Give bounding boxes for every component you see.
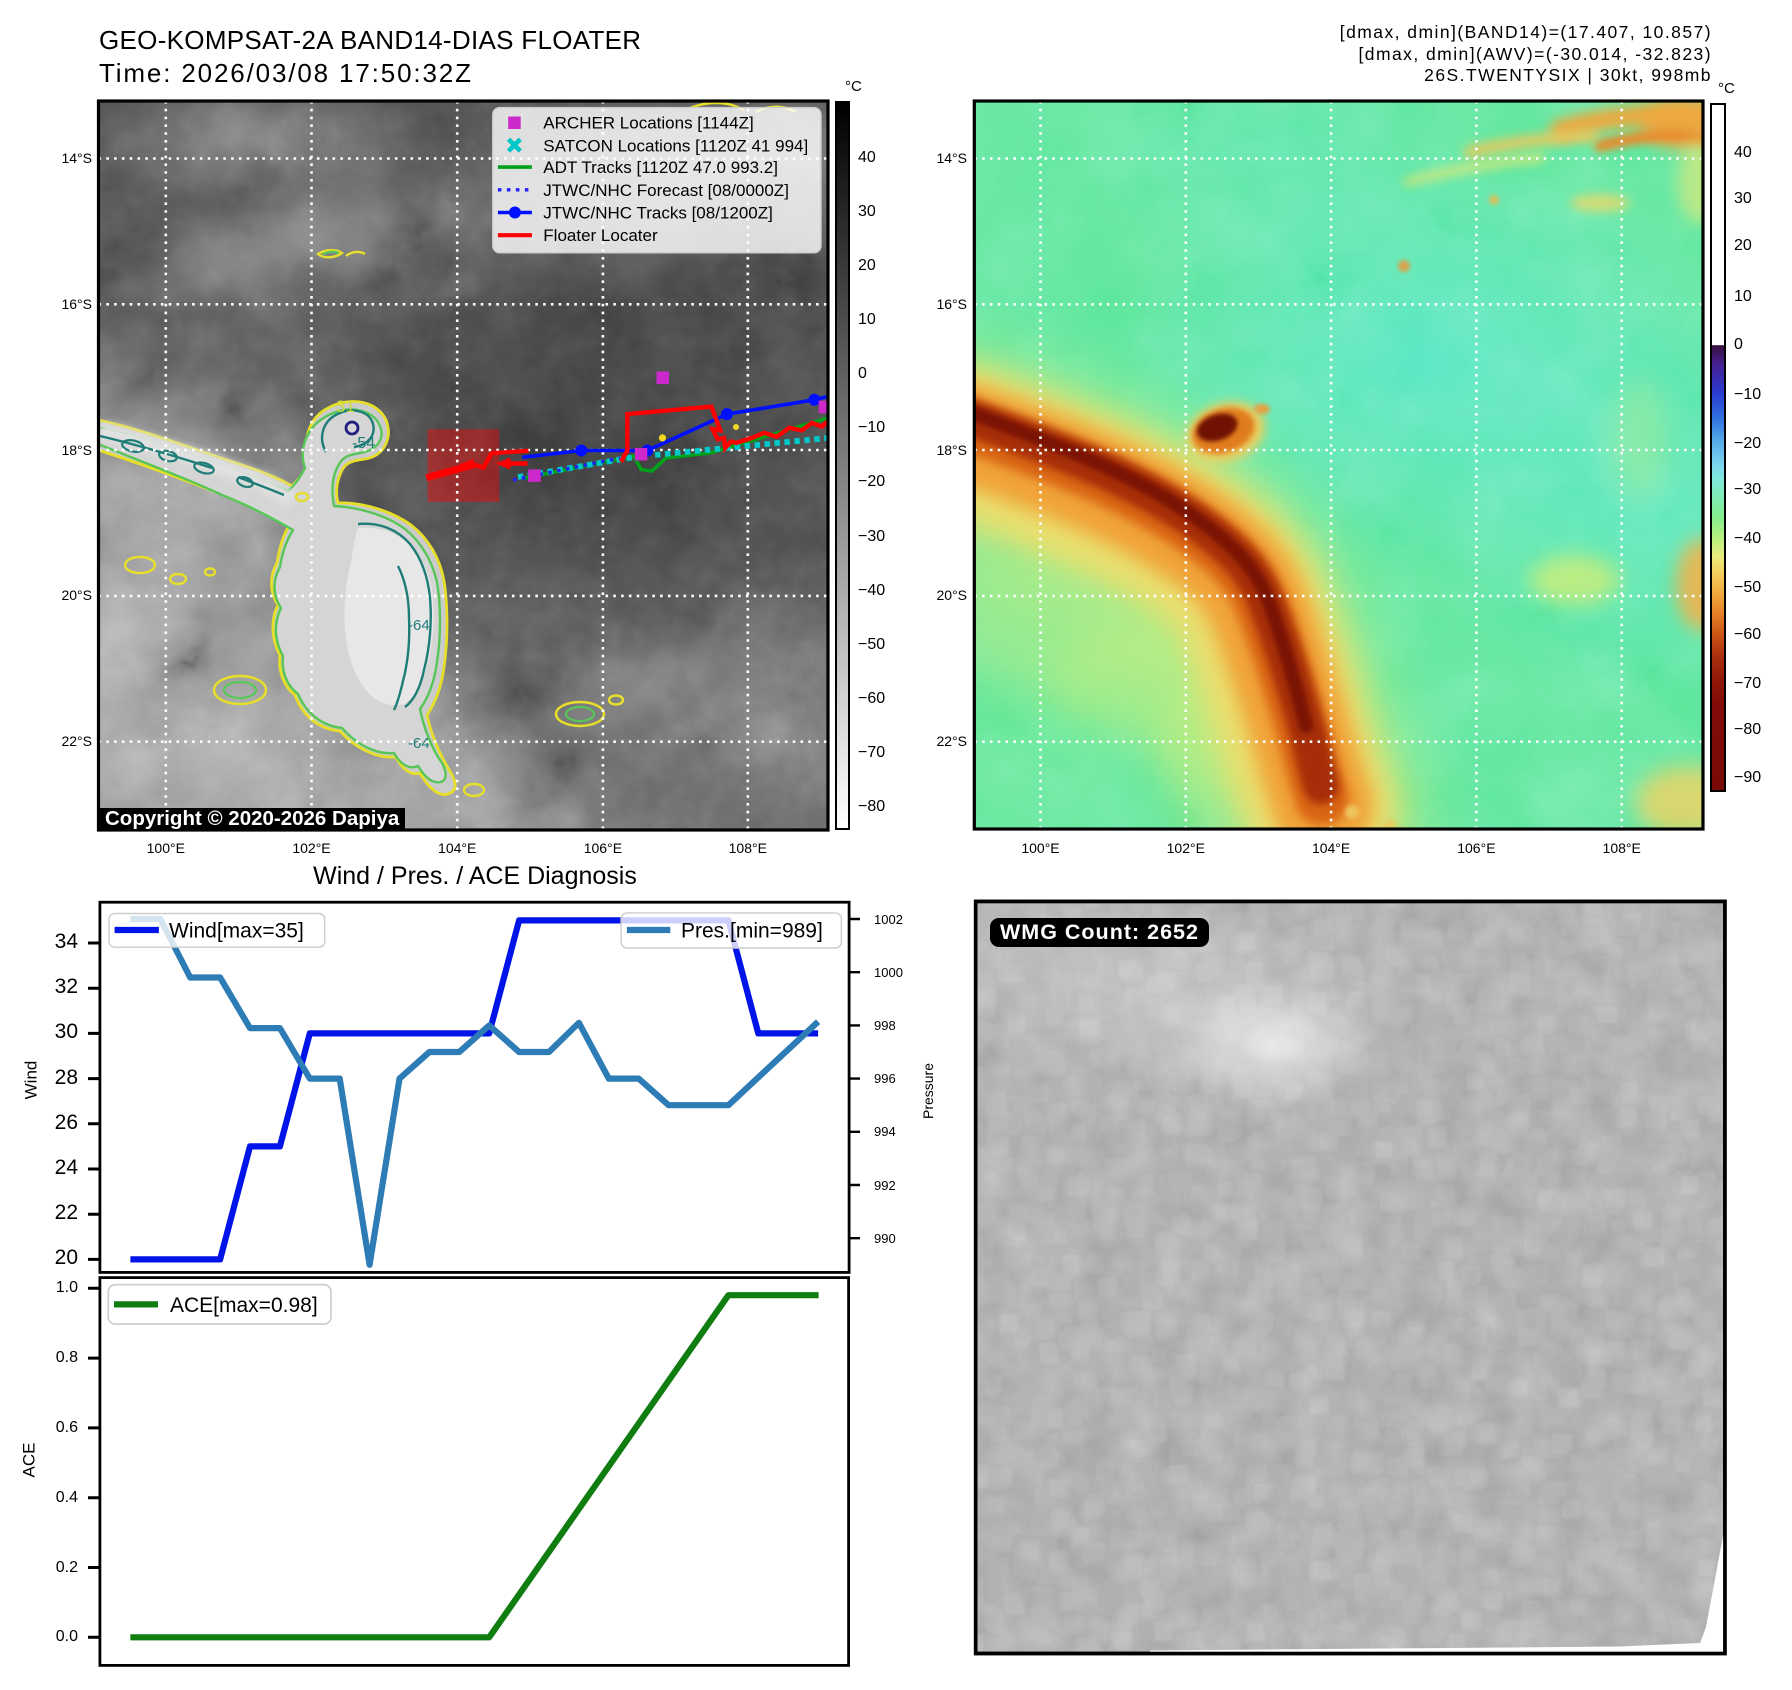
svg-text:ARCHER Locations [1144Z]: ARCHER Locations [1144Z] xyxy=(543,114,753,133)
svg-text:ACE[max=0.98]: ACE[max=0.98] xyxy=(170,1294,318,1317)
svg-text:Pres.[min=989]: Pres.[min=989] xyxy=(681,920,823,943)
svg-text:JTWC/NHC Tracks [08/1200Z]: JTWC/NHC Tracks [08/1200Z] xyxy=(543,204,773,223)
svg-text:Wind[max=35]: Wind[max=35] xyxy=(169,920,304,943)
svg-text:SATCON Locations [1120Z 41 994: SATCON Locations [1120Z 41 994] xyxy=(543,136,808,155)
svg-text:JTWC/NHC Forecast [08/0000Z]: JTWC/NHC Forecast [08/0000Z] xyxy=(543,181,789,200)
svg-text:ADT Tracks [1120Z 47.0 993.2]: ADT Tracks [1120Z 47.0 993.2] xyxy=(543,158,778,177)
svg-text:Floater Locater: Floater Locater xyxy=(543,226,658,245)
